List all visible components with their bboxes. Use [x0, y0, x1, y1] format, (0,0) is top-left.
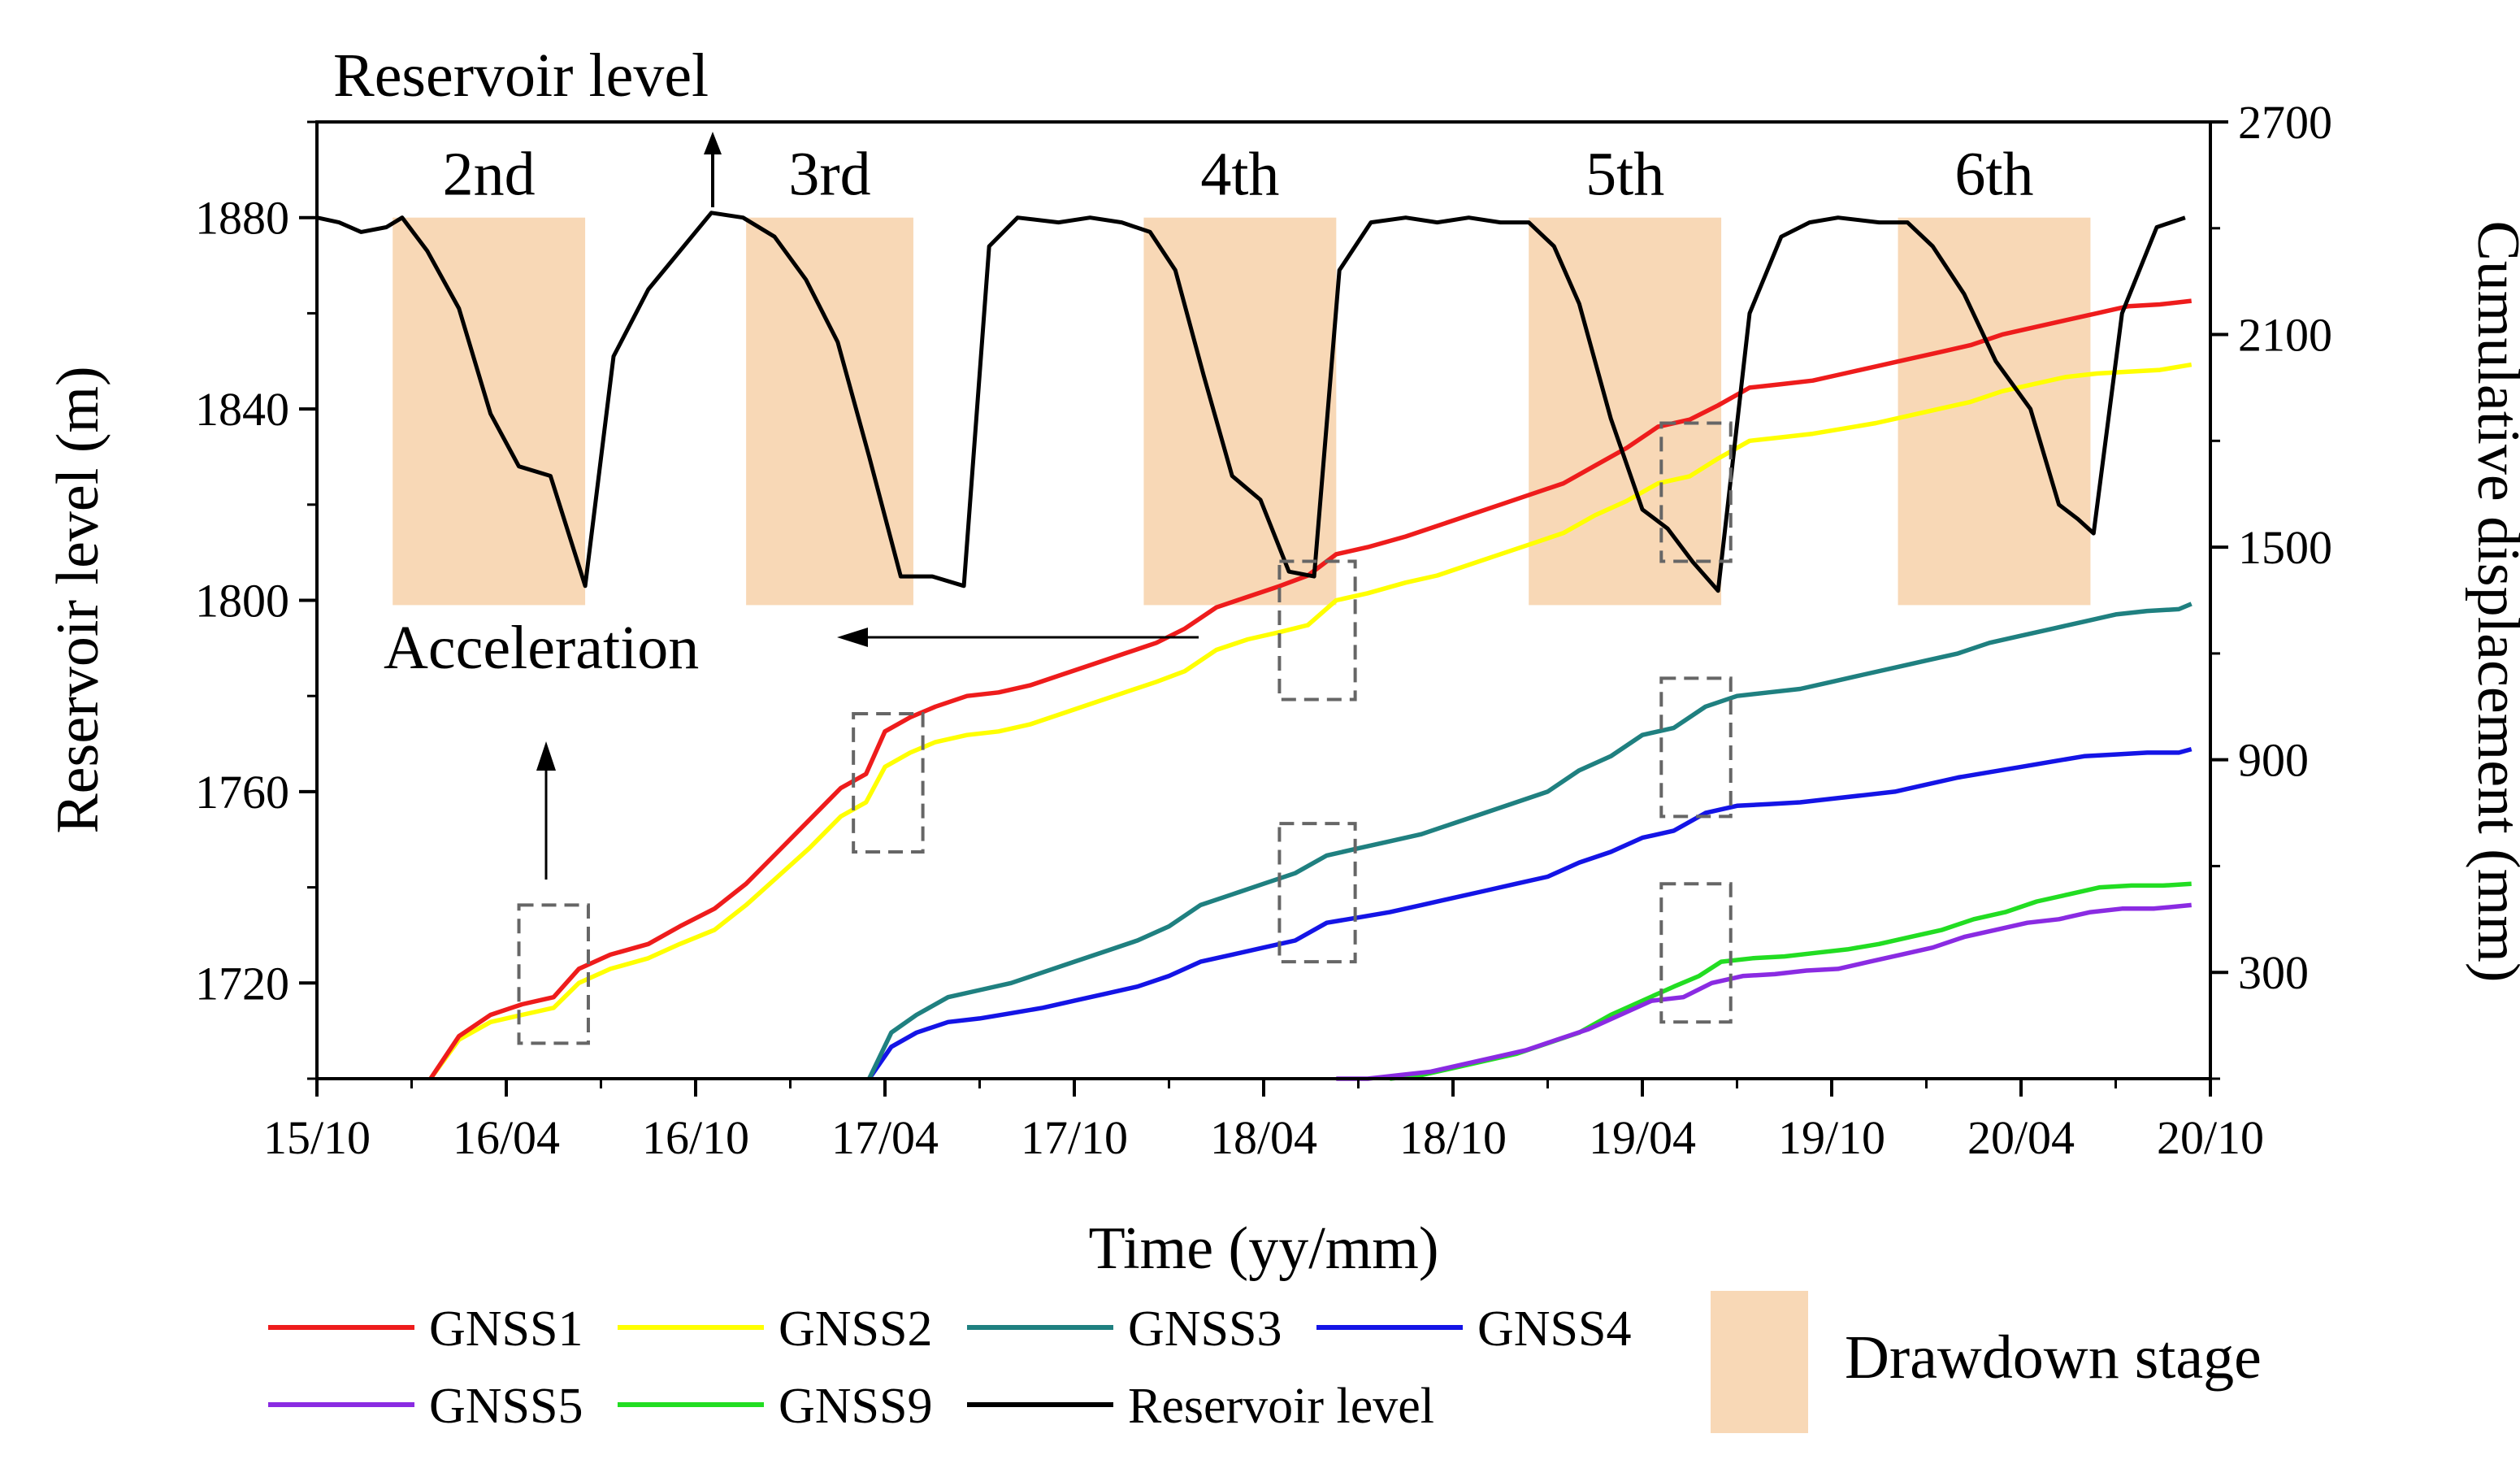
- y-left-tick-label-1: 1760: [195, 766, 289, 819]
- series-gnss4: [867, 746, 2193, 1080]
- legend: GNSS1 GNSS2 GNSS3 GNSS4 GNSS5 GNSS9 Reservoir …: [268, 1291, 2262, 1434]
- x-tick-label-8: 19/10: [1778, 1111, 1885, 1164]
- legend-label-gnss9: GNSS9: [779, 1379, 933, 1434]
- series-gnss5: [1336, 902, 2192, 1081]
- y-left-tick-label-2: 1800: [195, 575, 289, 628]
- acceleration-up-arrowhead: [536, 741, 556, 771]
- legend-label-gnss2: GNSS2: [779, 1301, 933, 1357]
- drawdown-stage-label-2: 2nd: [443, 141, 536, 209]
- series-layer: [316, 211, 2193, 1081]
- acceleration-box-6: [1659, 676, 1733, 819]
- x-tick-label-6: 18/10: [1399, 1111, 1507, 1164]
- series-gnss9: [1389, 881, 2192, 1081]
- legend-swatch-drawdown-stage: [1711, 1291, 1808, 1433]
- y-right-tick-label-4: 2700: [2238, 96, 2332, 149]
- legend-label-gnss3: GNSS3: [1128, 1301, 1282, 1357]
- acceleration-left-arrowhead: [837, 628, 868, 647]
- y-left-tick-label-0: 1720: [195, 957, 289, 1010]
- axis-layer: 15/10 16/04 16/10 17/04 17/10 18/04 18/10 19/04…: [195, 96, 2332, 1164]
- x-tick-label-1: 16/04: [453, 1111, 560, 1164]
- series-gnss1: [428, 298, 2193, 1080]
- drawdown-stage-5: [1529, 217, 1722, 606]
- y-left-axis-title: Reservoir level (m): [45, 366, 111, 833]
- x-tick-label-2: 16/10: [642, 1111, 749, 1164]
- legend-label-gnss4: GNSS4: [1477, 1301, 1632, 1357]
- legend-label-drawdown-stage: Drawdown stage: [1845, 1323, 2262, 1392]
- x-tick-label-0: 15/10: [263, 1111, 371, 1164]
- y-right-tick-label-0: 300: [2238, 946, 2309, 999]
- y-left-tick-label-4: 1880: [195, 192, 289, 245]
- legend-label-gnss5: GNSS5: [429, 1379, 583, 1434]
- y-right-tick-label-2: 1500: [2238, 521, 2332, 574]
- legend-label-gnss1: GNSS1: [429, 1301, 583, 1357]
- acceleration-marker-layer: [517, 421, 1733, 1045]
- x-tick-label-5: 18/04: [1210, 1111, 1317, 1164]
- reservoir-level-arrowhead: [704, 132, 722, 154]
- drawdown-stage-label-5: 5th: [1585, 141, 1664, 209]
- acceleration-box-4: [1277, 822, 1357, 964]
- drawdown-stage-label-4: 4th: [1200, 141, 1279, 209]
- x-axis-title: Time (yy/mm): [1088, 1215, 1438, 1282]
- y-right-tick-label-1: 900: [2238, 734, 2309, 787]
- acceleration-box-2: [852, 711, 925, 854]
- acceleration-box-1: [517, 903, 590, 1045]
- x-tick-label-10: 20/10: [2157, 1111, 2264, 1164]
- drawdown-stage-layer: 2nd 3rd 4th 5th 6th: [393, 141, 2091, 606]
- x-tick-label-7: 19/04: [1589, 1111, 1696, 1164]
- legend-label-reservoir-level: Reservoir level: [1128, 1379, 1434, 1434]
- x-tick-label-4: 17/10: [1021, 1111, 1128, 1164]
- drawdown-stage-label-3: 3rd: [788, 141, 870, 209]
- acceleration-annotation: Acceleration: [384, 614, 699, 682]
- drawdown-stage-3: [746, 217, 913, 606]
- x-tick-label-9: 20/04: [1967, 1111, 2075, 1164]
- acceleration-box-3: [1277, 559, 1357, 702]
- y-right-axis-title: Cumulative displacement (mm): [2465, 220, 2520, 982]
- acceleration-box-7: [1659, 882, 1733, 1024]
- series-gnss3: [867, 602, 2193, 1080]
- reservoir-level-annotation: Reservoir level: [333, 41, 709, 110]
- series-reservoir-level: [316, 211, 2186, 593]
- annotation-layer: Reservoir level Acceleration: [333, 41, 1199, 880]
- drawdown-stage-4: [1143, 217, 1337, 606]
- x-tick-label-3: 17/04: [831, 1111, 939, 1164]
- y-left-tick-label-3: 1840: [195, 383, 289, 436]
- acceleration-box-5: [1659, 421, 1733, 563]
- drawdown-stage-label-6: 6th: [1954, 141, 2033, 209]
- series-gnss2: [428, 362, 2193, 1080]
- y-right-tick-label-3: 2100: [2238, 309, 2332, 362]
